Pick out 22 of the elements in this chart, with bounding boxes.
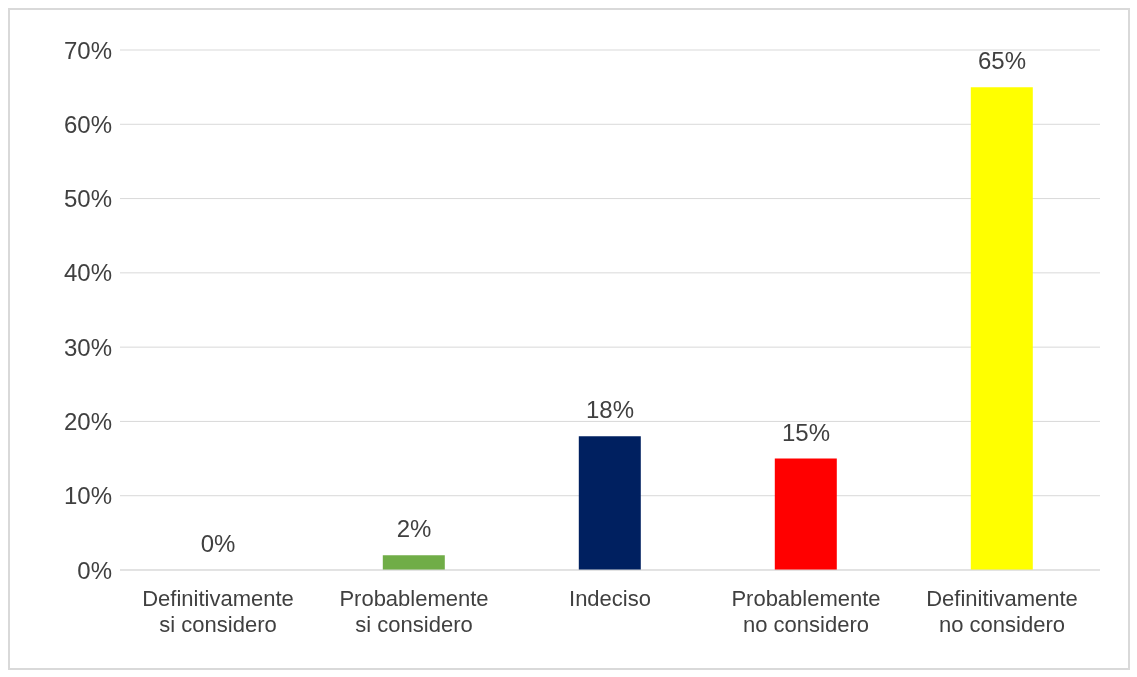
y-tick-label: 50% [63,185,112,213]
x-tick-label: Definitivamente no considero [926,585,1078,638]
x-tick-label: Probablemente si considero [339,585,489,638]
x-tick-label: Probablemente no considero [731,585,881,638]
y-tick-label: 70% [63,36,112,64]
x-tick-label: Indeciso [569,585,651,611]
y-tick-label: 0% [77,556,112,584]
y-tick-label: 60% [63,110,112,138]
data-label: 15% [781,418,831,446]
y-tick-label: 20% [63,407,112,435]
y-tick-label: 10% [63,482,112,510]
bar [970,87,1033,570]
y-tick-label: 40% [63,259,112,287]
bar [774,458,837,570]
y-tick-label: 30% [63,333,112,361]
data-label: 0% [200,530,236,557]
data-label: 65% [977,47,1027,75]
data-label: 18% [585,396,635,424]
x-tick-label: Definitivamente si considero [142,585,294,638]
bar [382,555,445,570]
bar [578,436,641,570]
data-label: 2% [396,515,432,543]
